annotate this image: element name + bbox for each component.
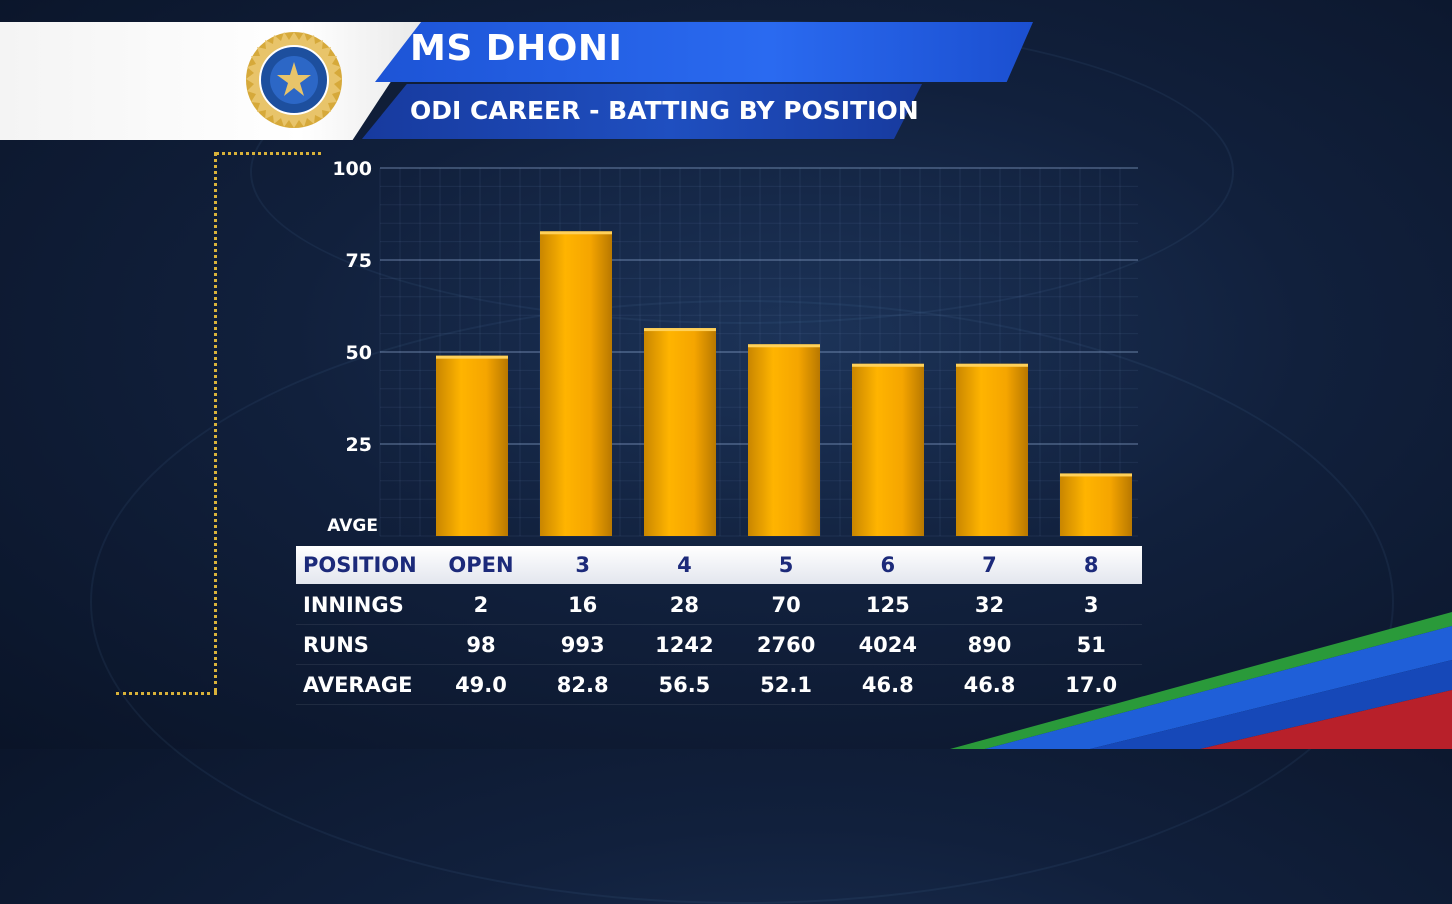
bcci-crest-icon bbox=[246, 32, 342, 128]
bar-3 bbox=[540, 231, 612, 536]
row-label: RUNS bbox=[303, 633, 369, 657]
bar-chart: 25 50 75 100 AVGE bbox=[327, 158, 1138, 537]
bar-open bbox=[436, 355, 508, 536]
row-label: INNINGS bbox=[303, 593, 404, 617]
average-cell: 49.0 bbox=[455, 673, 507, 697]
position-cell: 4 bbox=[677, 553, 692, 577]
position-cell: 8 bbox=[1083, 553, 1099, 577]
bar-8 bbox=[1060, 473, 1132, 536]
title-band bbox=[375, 22, 1033, 82]
table-row-runs: RUNS 98 993 1242 2760 4024 890 51 bbox=[296, 626, 1142, 665]
y-tick-label: 100 bbox=[332, 158, 372, 180]
average-cell: 46.8 bbox=[963, 673, 1016, 697]
page-title: MS DHONI bbox=[410, 28, 623, 69]
bar-4 bbox=[644, 328, 716, 536]
average-cell: 46.8 bbox=[861, 673, 914, 697]
bar-highlight bbox=[1060, 473, 1132, 477]
bar-highlight bbox=[956, 363, 1028, 367]
innings-cell: 28 bbox=[669, 593, 699, 617]
bar-5 bbox=[748, 344, 820, 536]
runs-cell: 993 bbox=[560, 633, 605, 657]
page-subtitle: ODI CAREER - BATTING BY POSITION bbox=[410, 96, 919, 125]
runs-cell: 2760 bbox=[756, 633, 816, 657]
innings-cell: 3 bbox=[1083, 593, 1099, 617]
logo-band bbox=[0, 22, 430, 140]
innings-cell: 70 bbox=[771, 593, 801, 617]
average-cell: 52.1 bbox=[760, 673, 812, 697]
position-cell: 3 bbox=[575, 553, 590, 577]
position-cell: 7 bbox=[982, 553, 997, 577]
y-tick-label: 25 bbox=[346, 434, 372, 456]
average-cell: 17.0 bbox=[1065, 673, 1118, 697]
bar-highlight bbox=[644, 328, 716, 332]
innings-cell: 16 bbox=[568, 593, 598, 617]
average-cell: 56.5 bbox=[658, 673, 711, 697]
position-cell: 5 bbox=[778, 553, 794, 577]
table-row-average: AVERAGE 49.0 82.8 56.5 52.1 46.8 46.8 17… bbox=[296, 666, 1142, 705]
y-axis-label: AVGE bbox=[327, 516, 378, 536]
innings-cell: 32 bbox=[974, 593, 1005, 617]
dotted-frame-vertical bbox=[214, 152, 217, 692]
bar-highlight bbox=[436, 355, 508, 359]
y-tick-label: 50 bbox=[346, 342, 372, 364]
table-header-row: POSITION OPEN 3 4 5 6 7 8 bbox=[296, 546, 1142, 584]
runs-cell: 4024 bbox=[858, 633, 918, 657]
position-cell: 6 bbox=[880, 553, 896, 577]
table-row-innings: INNINGS 2 16 28 70 125 32 3 bbox=[296, 586, 1142, 625]
average-cell: 82.8 bbox=[556, 673, 609, 697]
bar-highlight bbox=[748, 344, 820, 348]
runs-cell: 51 bbox=[1076, 633, 1106, 657]
bar-6 bbox=[852, 363, 924, 536]
runs-cell: 890 bbox=[967, 633, 1012, 657]
corner-stripes-decoration bbox=[950, 612, 1452, 749]
bar-7 bbox=[956, 363, 1028, 536]
dotted-frame-top bbox=[216, 152, 321, 155]
innings-cell: 125 bbox=[865, 593, 910, 617]
y-tick-label: 75 bbox=[346, 250, 372, 272]
position-cell: OPEN bbox=[448, 553, 514, 577]
bar-highlight bbox=[540, 231, 612, 235]
bar-highlight bbox=[852, 363, 924, 367]
innings-cell: 2 bbox=[473, 593, 489, 617]
runs-cell: 1242 bbox=[655, 633, 714, 657]
row-label: AVERAGE bbox=[303, 673, 413, 697]
runs-cell: 98 bbox=[466, 633, 496, 657]
dotted-frame-bottom bbox=[116, 692, 217, 695]
table-header-label: POSITION bbox=[303, 553, 417, 577]
subtitle-band bbox=[362, 84, 922, 139]
